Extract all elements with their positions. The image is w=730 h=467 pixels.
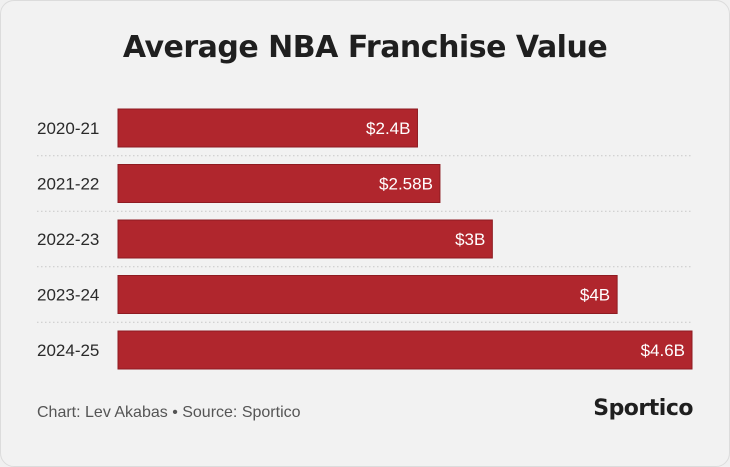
value-label: $2.4B — [366, 119, 410, 138]
category-label: 2022-23 — [37, 230, 99, 249]
sportico-logo: Sportico — [593, 396, 693, 421]
category-label: 2020-21 — [37, 119, 99, 138]
value-label: $4.6B — [641, 341, 685, 360]
category-label: 2021-22 — [37, 175, 99, 194]
value-label: $2.58B — [379, 175, 433, 194]
bar — [117, 275, 618, 314]
chart-title: Average NBA Franchise Value — [122, 30, 608, 65]
category-label: 2024-25 — [37, 341, 99, 360]
chart-source-note: Chart: Lev Akabas • Source: Sportico — [37, 404, 301, 421]
bar — [117, 108, 418, 148]
bar — [117, 164, 441, 203]
value-label: $4B — [580, 286, 610, 305]
bar — [117, 330, 693, 370]
value-label: $3B — [455, 230, 485, 249]
bar — [117, 219, 493, 259]
category-label: 2023-24 — [37, 286, 99, 305]
